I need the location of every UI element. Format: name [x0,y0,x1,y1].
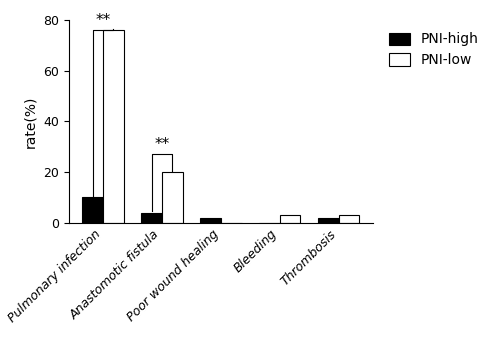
Bar [318,218,339,223]
Bar [280,215,300,223]
Text: **: ** [154,137,170,152]
Bar [339,215,359,223]
Bar [82,197,103,223]
Text: **: ** [96,13,110,28]
Bar [162,172,182,223]
Bar [103,30,124,223]
Y-axis label: rate(%): rate(%) [24,95,38,148]
Bar [142,212,162,223]
Legend: PNI-high, PNI-low: PNI-high, PNI-low [383,27,484,73]
Bar [200,218,221,223]
